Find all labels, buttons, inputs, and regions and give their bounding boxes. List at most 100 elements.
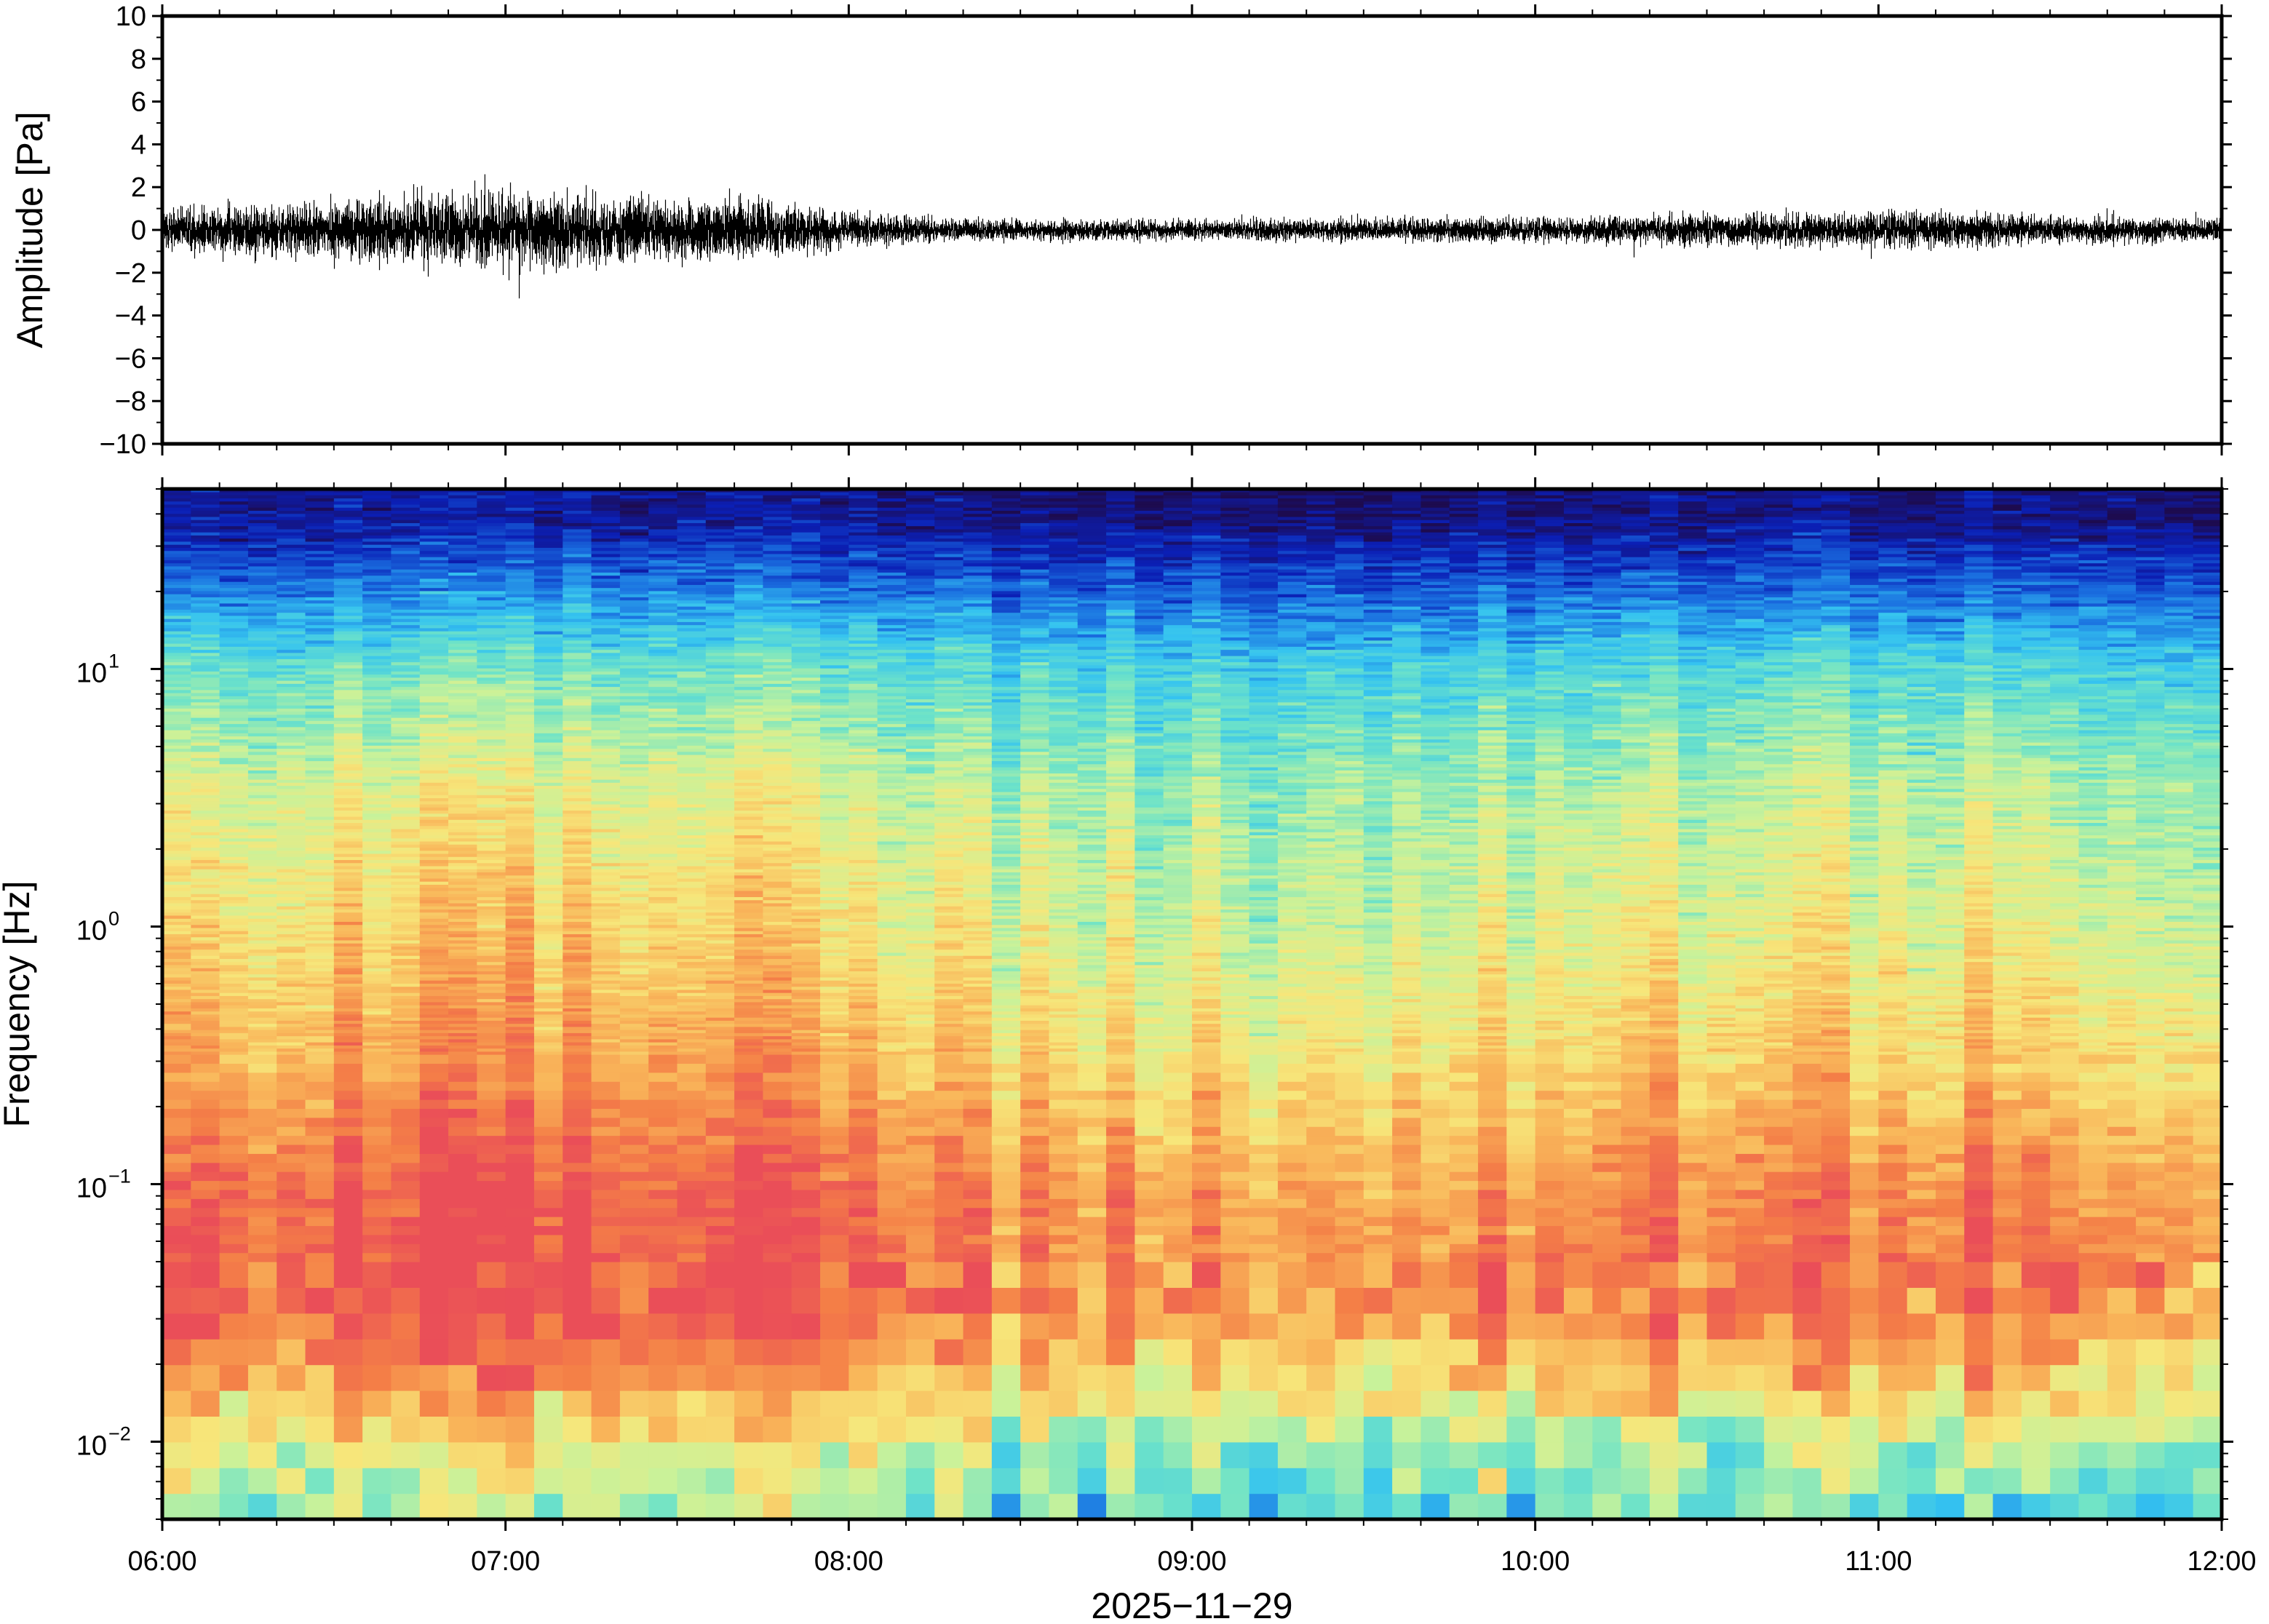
spectrogram-cell — [333, 875, 363, 879]
spectrogram-cell — [277, 822, 306, 827]
spectrogram-cell — [563, 822, 592, 827]
spectrogram-cell — [677, 1035, 707, 1040]
spectrogram-cell — [763, 766, 792, 771]
spectrogram-cell — [333, 1054, 363, 1064]
spectrogram-cell — [563, 736, 592, 740]
spectrogram-cell — [563, 1180, 592, 1190]
spectrogram-cell — [305, 773, 335, 777]
spectrogram-cell — [162, 618, 191, 622]
spectrogram-cell — [533, 1038, 563, 1043]
spectrogram-cell — [448, 1339, 477, 1366]
spectrogram-cell — [247, 720, 277, 725]
spectrogram-cell — [563, 1126, 592, 1137]
spectrogram-cell — [734, 1005, 764, 1008]
spectrogram-cell — [705, 853, 735, 857]
spectrogram-cell — [162, 763, 191, 768]
spectrogram-cell — [362, 683, 392, 688]
spectrogram-cell — [247, 1099, 277, 1109]
spectrogram-cell — [277, 881, 306, 885]
spectrogram-cell — [191, 627, 220, 632]
spectrogram-cell — [219, 516, 249, 520]
spectrogram-cell — [591, 952, 621, 956]
spectrogram-cell — [763, 1090, 792, 1100]
spectrogram-cell — [277, 896, 306, 901]
spectrogram-cell — [791, 1051, 821, 1055]
spectrogram-cell — [247, 1090, 277, 1100]
spectrogram-cell — [533, 757, 563, 762]
spectrogram-cell — [362, 890, 392, 894]
spectrogram-cell — [219, 884, 249, 888]
spectrogram-cell — [791, 998, 821, 1003]
spectrogram-cell — [563, 1153, 592, 1163]
spectrogram-cell — [734, 1441, 764, 1468]
spectrogram-cell — [705, 572, 735, 576]
spectrogram-cell — [648, 544, 678, 548]
spectrogram-cell — [705, 816, 735, 820]
spectrogram-cell — [563, 649, 592, 653]
spectrogram-cell — [448, 1390, 477, 1417]
spectrogram-cell — [448, 646, 477, 650]
spectrogram-cell — [333, 1243, 363, 1254]
spectrogram-cell — [533, 1171, 563, 1182]
spectrogram-cell — [162, 643, 191, 647]
spectrogram-cell — [477, 828, 506, 832]
spectrogram-cell — [705, 1144, 735, 1154]
spectrogram-cell — [563, 931, 592, 934]
spectrogram-cell — [391, 949, 421, 953]
spectrogram-cell — [448, 711, 477, 715]
spectrogram-cell — [162, 1144, 191, 1154]
spectrogram-cell — [619, 1026, 649, 1030]
spectrogram-cell — [419, 875, 449, 879]
spectrogram-cell — [305, 643, 335, 647]
spectrogram-cell — [477, 701, 506, 706]
spectrogram-cell — [591, 961, 621, 966]
spectrogram-cell — [362, 637, 392, 641]
spectrogram-cell — [162, 931, 191, 934]
spectrogram-cell — [563, 1198, 592, 1209]
spectrogram-cell — [705, 751, 735, 755]
spectrogram-cell — [391, 745, 421, 749]
spectrogram-cell — [419, 671, 449, 675]
spectrogram-cell — [705, 748, 735, 752]
spectrogram-cell — [734, 890, 764, 894]
spectrogram-cell — [763, 562, 792, 567]
spectrogram-cell — [734, 853, 764, 857]
spectrogram-cell — [333, 819, 363, 824]
spectrogram-cell — [591, 835, 621, 839]
spectrogram-cell — [505, 590, 535, 594]
spectrogram-cell — [219, 503, 249, 508]
spectrogram-cell — [563, 770, 592, 774]
spectrogram-cell — [705, 899, 735, 904]
spectrogram-cell — [619, 637, 649, 641]
spectrogram-cell — [391, 912, 421, 916]
spectrogram-cell — [219, 748, 249, 752]
spectrogram-cell — [247, 594, 277, 597]
spectrogram-cell — [247, 1008, 277, 1012]
spectrogram-cell — [619, 553, 649, 557]
spectrogram-cell — [591, 859, 621, 864]
spectrogram-cell — [362, 501, 392, 505]
spectrogram-cell — [277, 961, 306, 966]
spectrogram-cell — [648, 739, 678, 743]
spectrogram-cell — [391, 1117, 421, 1127]
spectrogram-cell — [505, 791, 535, 795]
spectrogram-cell — [162, 828, 191, 832]
spectrogram-cell — [533, 532, 563, 536]
spectrogram-cell — [763, 837, 792, 842]
spectrogram-cell — [191, 501, 220, 505]
spectrogram-cell — [191, 1144, 220, 1154]
spectrogram-cell — [277, 729, 306, 733]
spectrogram-cell — [247, 788, 277, 792]
spectrogram-cell — [591, 652, 621, 656]
spectrogram-cell — [419, 600, 449, 604]
spectrogram-cell — [333, 696, 363, 700]
spectrogram-cell — [734, 1243, 764, 1254]
spectrogram-cell — [505, 1364, 535, 1391]
spectrogram-cell — [705, 1416, 735, 1443]
spectrogram-cell — [391, 615, 421, 619]
spectrogram-cell — [648, 906, 678, 909]
spectrogram-cell — [563, 503, 592, 508]
spectrogram-cell — [763, 1198, 792, 1209]
spectrogram-cell — [705, 865, 735, 869]
spectrogram-cell — [477, 986, 506, 990]
